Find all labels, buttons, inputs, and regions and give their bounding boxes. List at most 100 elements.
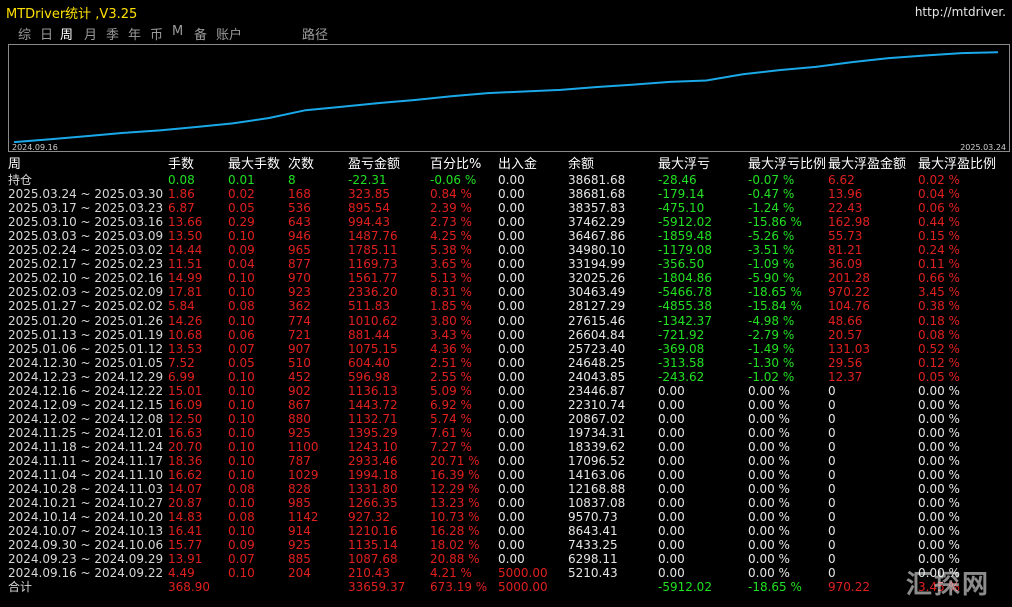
table-row: 2024.10.14 ~ 2024.10.20 14.83 0.08 1142 927.…	[0, 510, 1012, 524]
cell-deposit: 0.00	[498, 369, 525, 384]
cell-lots: 13.50	[168, 229, 203, 244]
cell-balance: 14163.06	[568, 468, 626, 483]
cell-max-dd: 0.00	[658, 510, 685, 525]
cell-max-dd: 0.00	[658, 454, 685, 468]
cell-percent: 3.43 %	[430, 327, 472, 342]
balance-line	[13, 51, 999, 144]
cell-deposit: 0.00	[498, 215, 525, 230]
cell-lots: 16.63	[168, 425, 203, 440]
cell-period: 2025.02.17 ~ 2025.02.23	[8, 257, 164, 272]
cell-max-lots: 0.10	[228, 468, 255, 483]
tab-6[interactable]: 币	[150, 28, 164, 43]
cell-max-float-profit-pct: 0.00 %	[918, 482, 960, 497]
cell-trades: 8	[288, 173, 296, 187]
tab-2[interactable]: 周	[60, 28, 74, 43]
cell-percent: 6.92 %	[430, 397, 472, 412]
cell-trades: 925	[288, 425, 311, 440]
cell-trades: 510	[288, 355, 311, 370]
cell-pnl: 1169.73	[348, 257, 398, 272]
tab-8[interactable]: 备	[194, 28, 208, 43]
cell-max-float-profit-pct: 0.15 %	[918, 229, 960, 244]
cell-lots: 6.87	[168, 201, 195, 216]
tab-9[interactable]: 账户	[216, 28, 243, 43]
cell-lots: 7.52	[168, 355, 195, 370]
cell-max-dd: -1804.86	[658, 271, 712, 286]
cell-deposit: 0.00	[498, 271, 525, 286]
cell-balance: 28127.29	[568, 299, 626, 314]
tab-1[interactable]: 日	[40, 28, 54, 43]
cell-lots: 13.53	[168, 341, 203, 356]
cell-pnl: 1395.29	[348, 425, 398, 440]
cell-lots: 10.68	[168, 327, 203, 342]
cell-max-lots: 0.05	[228, 201, 255, 216]
cell-lots: 16.62	[168, 468, 203, 483]
cell-pnl: 1331.80	[348, 482, 398, 497]
cell-deposit: 0.00	[498, 524, 525, 539]
tab-3[interactable]: 月	[84, 28, 98, 43]
cell-max-dd-pct: 0.00 %	[748, 425, 790, 440]
header-lots: 手数	[168, 157, 195, 172]
cell-balance: 30463.49	[568, 285, 626, 300]
cell-deposit: 0.00	[498, 496, 525, 511]
table-row: 2024.10.07 ~ 2024.10.13 16.41 0.10 914 1210.…	[0, 524, 1012, 538]
cell-max-dd: 0.00	[658, 383, 685, 398]
table-row: 2024.11.11 ~ 2024.11.17 18.36 0.10 787 2933.…	[0, 454, 1012, 468]
cell-max-float-profit: 0	[828, 454, 836, 468]
cell-percent: 7.61 %	[430, 425, 472, 440]
cell-max-lots: 0.04	[228, 257, 255, 272]
cell-lots: 18.36	[168, 454, 203, 468]
table-row: 2024.10.28 ~ 2024.11.03 14.07 0.08 828 1331.…	[0, 482, 1012, 496]
cell-lots: 13.66	[168, 215, 203, 230]
cell-max-dd: -243.62	[658, 369, 705, 384]
tab-10[interactable]: 路径	[302, 28, 329, 43]
cell-balance: 18339.62	[568, 439, 626, 454]
cell-max-float-profit-pct: 0.18 %	[918, 313, 960, 328]
cell-max-dd: -4855.38	[658, 299, 712, 314]
cell-pnl: 2336.20	[348, 285, 398, 300]
cell-period: 2025.03.24 ~ 2025.03.30	[8, 187, 164, 202]
cell-max-float-profit-pct: 0.11 %	[918, 257, 960, 272]
table-row: 合计 368.90 33659.37 673.19 % 5000.00 -5912.02 -…	[0, 580, 1012, 594]
cell-period: 2024.12.30 ~ 2025.01.05	[8, 355, 164, 370]
cell-max-float-profit: 970.22	[828, 285, 870, 300]
table-row: 2025.02.17 ~ 2025.02.23 11.51 0.04 877 1169.…	[0, 257, 1012, 271]
cell-percent: 16.28 %	[430, 524, 480, 539]
cell-percent: 5.13 %	[430, 271, 472, 286]
cell-max-dd-pct: -1.09 %	[748, 257, 795, 272]
website-link[interactable]: http://mtdriver.	[914, 5, 1006, 19]
cell-max-dd: -5466.78	[658, 285, 712, 300]
cell-pnl: 2933.46	[348, 454, 398, 468]
cell-max-float-profit-pct: 0.44 %	[918, 215, 960, 230]
cell-trades: 643	[288, 215, 311, 230]
table-row: 2024.12.16 ~ 2024.12.22 15.01 0.10 902 1136.…	[0, 384, 1012, 398]
header-max-dd-pct: 最大浮亏比例	[748, 157, 827, 172]
cell-percent: 18.02 %	[430, 538, 480, 553]
table-row: 2025.03.10 ~ 2025.03.16 13.66 0.29 643 994.4…	[0, 215, 1012, 229]
cell-max-lots: 0.10	[228, 369, 255, 384]
cell-pnl: 1210.16	[348, 524, 398, 539]
header-pnl: 盈亏金额	[348, 157, 401, 172]
cell-max-dd-pct: -1.49 %	[748, 341, 795, 356]
cell-trades: 828	[288, 482, 311, 497]
header-deposit: 出入金	[498, 157, 538, 172]
cell-trades: 985	[288, 496, 311, 511]
cell-max-float-profit: 0	[828, 468, 836, 483]
cell-trades: 880	[288, 411, 311, 426]
cell-max-float-profit-pct: 0.08 %	[918, 327, 960, 342]
cell-percent: 12.29 %	[430, 482, 480, 497]
cell-max-dd-pct: 0.00 %	[748, 468, 790, 483]
cell-trades: 1029	[288, 468, 319, 483]
cell-max-dd: -369.08	[658, 341, 705, 356]
tab-7[interactable]: M	[172, 24, 184, 39]
cell-pnl: 323.85	[348, 187, 390, 202]
tab-5[interactable]: 年	[128, 28, 142, 43]
cell-balance: 34980.10	[568, 243, 626, 258]
tab-0[interactable]: 综	[18, 28, 32, 43]
cell-max-float-profit: 81.21	[828, 243, 863, 258]
cell-max-lots: 0.10	[228, 271, 255, 286]
header-percent: 百分比%	[430, 157, 482, 172]
cell-deposit: 0.00	[498, 299, 525, 314]
tab-4[interactable]: 季	[106, 28, 120, 43]
cell-pnl: 604.40	[348, 355, 390, 370]
cell-lots: 14.44	[168, 243, 203, 258]
